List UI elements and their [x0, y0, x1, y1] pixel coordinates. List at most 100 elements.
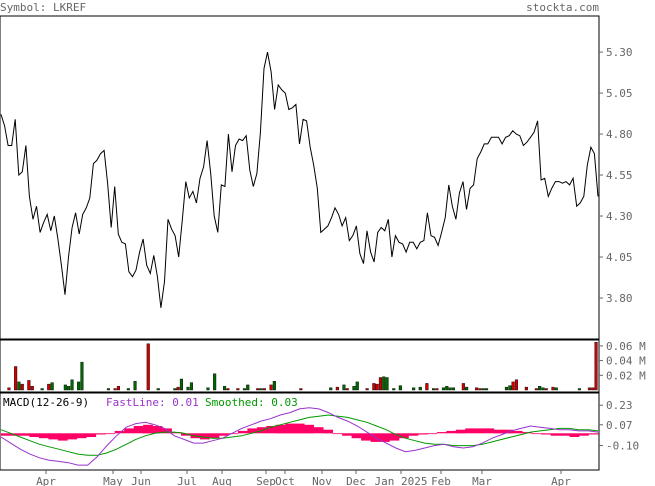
volume-bar	[345, 388, 349, 391]
x-tick-label: Dec	[346, 475, 366, 486]
macd-histogram-bar	[105, 433, 115, 435]
price-tick-label: 3.80	[606, 292, 633, 305]
price-tick-label: 4.80	[606, 128, 633, 141]
macd-histogram-bar	[76, 433, 87, 439]
volume-bar	[432, 388, 436, 391]
macd-histogram-bar	[209, 433, 220, 439]
price-tick-label: 4.30	[606, 210, 633, 223]
volume-bar	[412, 387, 416, 391]
volume-bars	[7, 342, 598, 391]
volume-bar	[538, 386, 542, 391]
price-tick-label: 5.05	[606, 87, 633, 100]
volume-bar	[329, 387, 333, 391]
price-tick-label: 5.30	[606, 46, 633, 59]
macd-y-axis: 0.23 0.07 -0.10	[599, 399, 639, 453]
volume-bar	[50, 382, 54, 391]
volume-bar	[352, 386, 356, 391]
macd-histogram-bar	[95, 433, 106, 435]
macd-histogram-bar	[294, 423, 305, 434]
volume-bar	[418, 386, 422, 391]
volume-bar	[392, 388, 396, 391]
x-tick-label: Feb	[431, 475, 451, 486]
price-tick-label: 4.55	[606, 169, 633, 182]
macd-histogram-bar	[332, 433, 343, 435]
macd-histogram-bar	[323, 429, 333, 434]
volume-bar	[269, 384, 273, 391]
x-axis: Apr May Jun Jul Aug Sep Oct Nov Dec Jan 2025 Feb Ma…	[36, 470, 571, 486]
volume-bar	[146, 343, 150, 391]
macd-histogram-bar	[503, 429, 513, 434]
macd-histogram-bar	[465, 428, 476, 434]
macd-tick-label: 0.23	[606, 399, 633, 412]
macd-histogram-bar	[143, 424, 153, 434]
macd-histogram-bar	[361, 433, 371, 441]
volume-bar	[206, 387, 210, 391]
macd-histogram-bar	[57, 433, 68, 441]
macd-histogram-bar	[86, 433, 97, 437]
macd-histogram-bar	[181, 433, 191, 436]
volume-bar	[342, 384, 346, 391]
volume-bar	[173, 388, 177, 391]
volume-bar	[189, 382, 194, 391]
volume-bar	[242, 388, 247, 391]
volume-bar	[179, 378, 184, 391]
volume-bar	[511, 381, 515, 391]
price-line	[0, 51, 599, 308]
macd-histogram-bar	[10, 433, 21, 436]
macd-histogram-bar	[399, 433, 409, 439]
volume-tick-label: 0.02 M	[606, 369, 646, 382]
volume-bar	[176, 386, 180, 391]
volume-bar	[222, 386, 227, 391]
volume-bar	[299, 388, 303, 391]
x-tick-label: Jun	[131, 475, 151, 486]
volume-bar	[541, 387, 545, 391]
macd-histogram-bar	[38, 433, 49, 439]
volume-bar	[461, 383, 465, 391]
macd-histogram-bar	[474, 428, 485, 434]
volume-bar	[504, 386, 509, 391]
macd-histogram-bar	[275, 424, 286, 434]
macd-histogram-bar	[200, 433, 210, 440]
price-y-axis: 5.30 5.05 4.80 4.55 4.30 4.05 3.80	[599, 46, 633, 305]
macd-smoothed-label: Smoothed: 0.03	[205, 396, 298, 409]
macd-tick-label: -0.10	[606, 440, 639, 453]
volume-bar	[14, 366, 18, 391]
volume-bar	[70, 379, 74, 391]
volume-bar	[577, 388, 581, 391]
volume-bar	[236, 388, 240, 391]
volume-bar	[106, 388, 110, 391]
macd-histogram-bar	[588, 433, 599, 435]
volume-tick-label: 0.06 M	[606, 340, 646, 353]
volume-bar	[448, 387, 452, 391]
macd-histogram-bar	[247, 428, 258, 434]
macd-histogram-bar	[20, 433, 30, 436]
macd-histogram-bar	[133, 426, 144, 434]
macd-histogram-bar	[304, 424, 314, 434]
volume-bar	[378, 377, 383, 391]
volume-bar	[30, 386, 34, 391]
volume-bar	[20, 383, 24, 391]
macd-histogram-bar	[531, 433, 542, 435]
macd-histogram-bar	[152, 426, 163, 434]
macd-histogram-bar	[266, 426, 277, 434]
volume-bar	[116, 386, 120, 391]
macd-histogram-bar	[541, 433, 551, 435]
volume-bar	[435, 388, 439, 391]
macd-histogram-bar	[455, 429, 466, 434]
macd-histogram-bar	[114, 430, 125, 434]
x-tick-label: Apr	[551, 475, 571, 486]
volume-bar	[259, 388, 263, 391]
volume-bar	[508, 385, 512, 391]
x-tick-label: Mar	[472, 475, 492, 486]
macd-histogram-bar	[313, 427, 324, 434]
volume-bar	[80, 361, 84, 391]
volume-bar	[465, 386, 469, 391]
volume-bar	[365, 388, 369, 391]
macd-histogram-bar	[48, 433, 59, 440]
volume-bar	[481, 388, 485, 391]
macd-histogram-bar	[579, 433, 589, 436]
macd-histogram-bar	[493, 429, 504, 434]
macd-histogram-bar	[427, 433, 438, 435]
volume-bar	[186, 386, 190, 391]
x-tick-label: Oct	[275, 475, 295, 486]
